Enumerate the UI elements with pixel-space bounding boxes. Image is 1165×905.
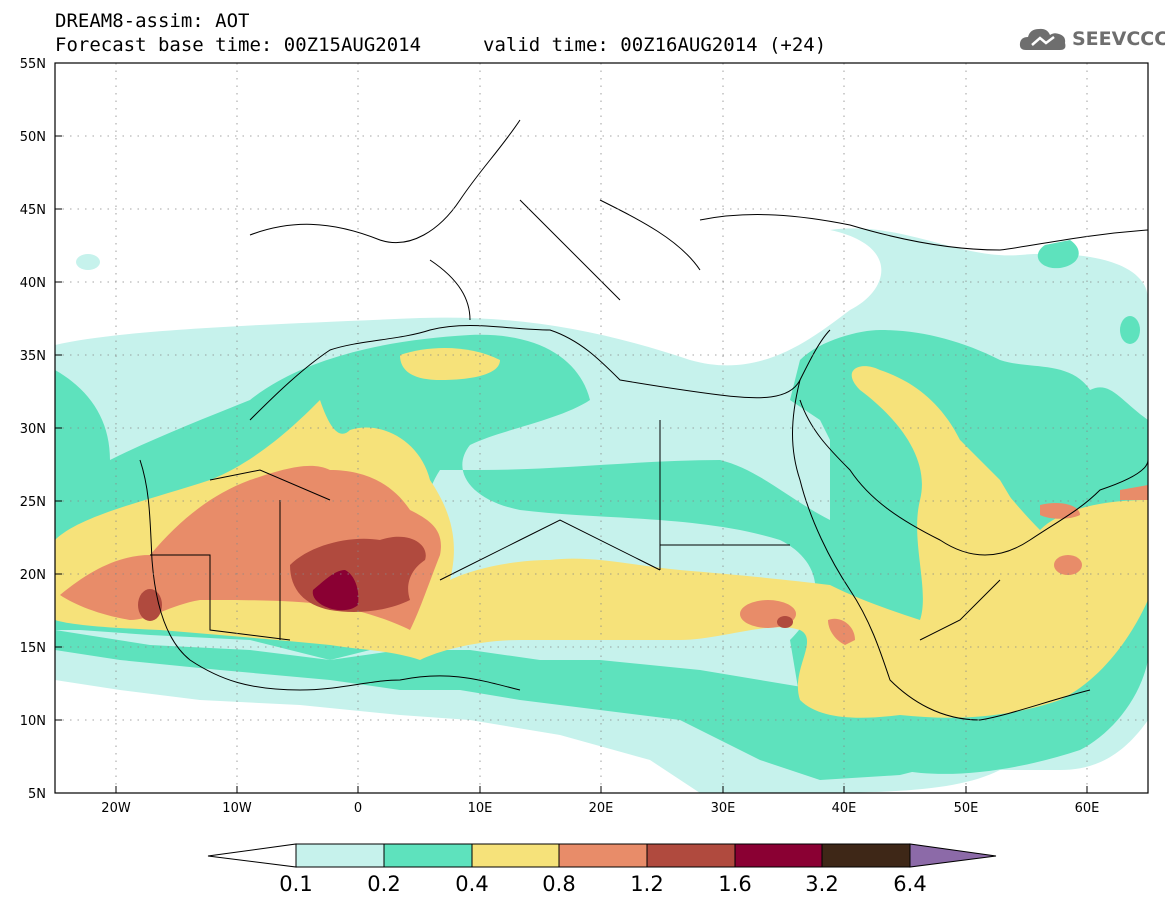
lon-label: 60E (1075, 801, 1100, 816)
colorbar-label: 0.1 (279, 872, 312, 896)
lon-labels: 20W 10W 0 10E 20E 30E 40E 50E 60E (101, 801, 1099, 816)
lat-ticks (55, 62, 62, 794)
lat-label: 35N (20, 349, 46, 364)
colorbar-swatch (471, 843, 560, 868)
lat-label: 50N (20, 130, 46, 145)
colorbar-swatch (383, 843, 473, 868)
lat-label: 5N (28, 787, 46, 802)
colorbar-over-arrow (909, 843, 997, 868)
colorbar-under-arrow (207, 843, 297, 868)
colorbar-label: 1.6 (718, 872, 751, 896)
lat-label: 45N (20, 203, 46, 218)
seevccc-logo: SEEVCCC (1018, 24, 1165, 54)
cloud-logo-icon (1019, 28, 1066, 50)
lon-label: 10E (468, 801, 493, 816)
colorbar-swatch (734, 843, 823, 868)
colorbar-label: 0.2 (367, 872, 400, 896)
colorbar-label: 0.4 (455, 872, 488, 896)
colorbar-label: 3.2 (805, 872, 838, 896)
aot-level-1-6 (312, 570, 359, 611)
colorbar-swatch (646, 843, 736, 868)
lon-label: 50E (954, 801, 979, 816)
grid-lines (55, 63, 1148, 793)
lat-label: 10N (20, 714, 46, 729)
aot-field (55, 63, 1148, 793)
lat-label: 40N (20, 276, 46, 291)
colorbar-labels: 0.1 0.2 0.4 0.8 1.2 1.6 3.2 6.4 (279, 872, 926, 896)
lat-labels: 5N 10N 15N 20N 25N 30N 35N 40N 45N 50N 5… (20, 57, 46, 802)
lat-label: 55N (20, 57, 46, 72)
colorbar-label: 6.4 (893, 872, 926, 896)
logo-text: SEEVCCC (1072, 28, 1165, 50)
colorbar-swatch (821, 843, 911, 868)
lat-label: 25N (20, 495, 46, 510)
lon-label: 20E (589, 801, 614, 816)
lat-label: 30N (20, 422, 46, 437)
coastlines-borders (60, 63, 1148, 721)
lon-label: 20W (101, 801, 131, 816)
base-time: Forecast base time: 00Z15AUG2014 (55, 34, 422, 56)
colorbar-label: 1.2 (630, 872, 663, 896)
lon-label: 10W (222, 801, 252, 816)
colorbar-label: 0.8 (542, 872, 575, 896)
lon-ticks (115, 786, 1088, 793)
colorbar-swatch (295, 843, 385, 868)
colorbar (207, 843, 997, 868)
lon-label: 40E (832, 801, 857, 816)
valid-time: valid time: 00Z16AUG2014 (+24) (483, 34, 827, 56)
lat-label: 15N (20, 641, 46, 656)
colorbar-swatch (558, 843, 648, 868)
aot-level-0-4 (55, 348, 1148, 718)
lon-label: 30E (711, 801, 736, 816)
lat-label: 20N (20, 568, 46, 583)
forecast-times: Forecast base time: 00Z15AUG2014 valid ti… (55, 34, 826, 56)
lon-label: 0 (354, 801, 362, 816)
chart-title: DREAM8-assim: AOT (55, 10, 250, 32)
